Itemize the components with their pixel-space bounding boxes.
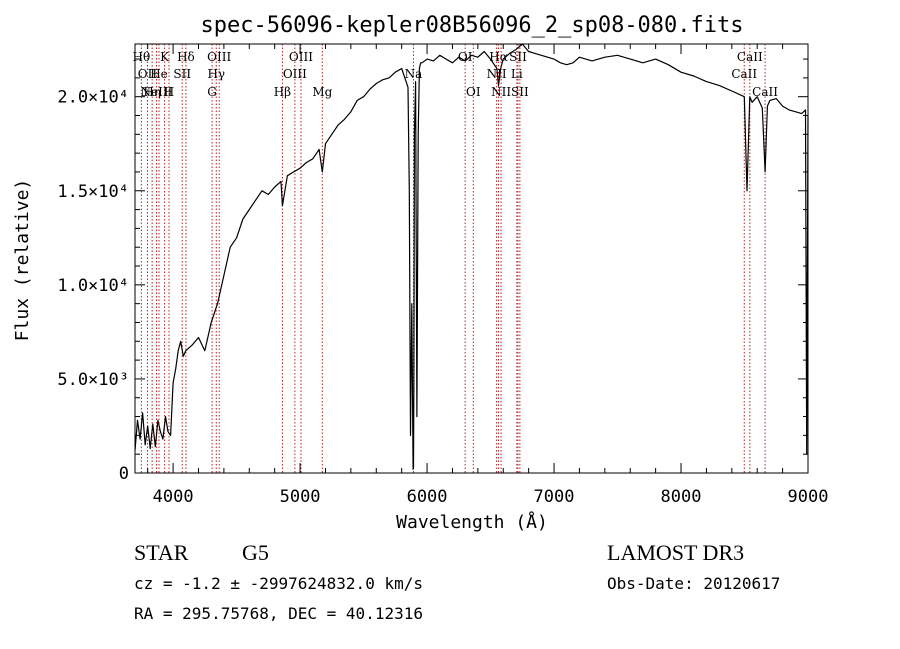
x-axis-label: Wavelength (Å) bbox=[396, 511, 548, 533]
x-tick-label-1: 5000 bbox=[280, 487, 321, 507]
object-class: STAR bbox=[134, 540, 189, 565]
marker-label-14: OIII bbox=[289, 50, 313, 64]
marker-label-9: G bbox=[207, 85, 217, 99]
y-tick-label-2: 1.0×10⁴ bbox=[57, 276, 129, 296]
marker-label-21: NII bbox=[491, 85, 511, 99]
x-tick-label-3: 7000 bbox=[534, 487, 575, 507]
marker-label-15: Mg bbox=[312, 85, 332, 99]
y-tick-label-4: 2.0×10⁴ bbox=[57, 88, 129, 108]
object-subclass: G5 bbox=[242, 540, 269, 565]
marker-label-8: Hδ bbox=[177, 50, 195, 64]
marker-label-13: OIII bbox=[283, 67, 307, 81]
y-tick-label-1: 5.0×10³ bbox=[57, 370, 129, 390]
marker-label-27: CaII bbox=[752, 85, 778, 99]
marker-label-24: SII bbox=[511, 85, 529, 99]
x-tick-label-4: 8000 bbox=[661, 487, 702, 507]
y-tick-label-0: 0 bbox=[119, 464, 129, 484]
x-tick-label-5: 9000 bbox=[788, 487, 829, 507]
line-markers bbox=[140, 44, 766, 473]
survey-name: LAMOST DR3 bbox=[607, 540, 744, 565]
marker-label-5: K bbox=[160, 50, 170, 64]
plot-frame bbox=[134, 43, 809, 474]
plot-axes bbox=[134, 43, 809, 474]
x-axis-ticks: 4000 5000 6000 7000 8000 9000 bbox=[147, 44, 829, 507]
obs-date-text: Obs-Date: 20120617 bbox=[607, 574, 780, 593]
y-axis-label: Flux (relative) bbox=[12, 179, 33, 342]
marker-label-0: Hθ bbox=[132, 50, 150, 64]
marker-label-12: Hβ bbox=[274, 85, 291, 99]
coordinates-text: RA = 295.75768, DEC = 40.12316 bbox=[134, 604, 423, 623]
marker-label-6: H bbox=[164, 85, 174, 99]
marker-label-16: Na bbox=[405, 67, 423, 81]
marker-label-4: He bbox=[150, 67, 168, 81]
x-tick-label-2: 6000 bbox=[407, 487, 448, 507]
chart-title: spec-56096-kepler08B56096_2_sp08-080.fit… bbox=[200, 13, 743, 38]
marker-label-18: OI bbox=[466, 85, 481, 99]
y-tick-label-3: 1.5×10⁴ bbox=[57, 182, 129, 202]
x-tick-label-0: 4000 bbox=[153, 487, 194, 507]
y-axis-ticks: 0 5.0×10³ 1.0×10⁴ 1.5×10⁴ 2.0×10⁴ bbox=[57, 58, 808, 484]
marker-label-3: NeIII bbox=[141, 85, 173, 99]
spectrum-series bbox=[134, 43, 809, 470]
marker-label-19: NII bbox=[487, 67, 507, 81]
marker-label-11: OIII bbox=[207, 50, 231, 64]
marker-label-23: SII bbox=[509, 50, 527, 64]
marker-label-22: Li bbox=[511, 67, 523, 81]
redshift-text: cz = -1.2 ± -2997624832.0 km/s bbox=[134, 574, 423, 593]
series-line-0 bbox=[134, 43, 809, 470]
marker-label-26: CaII bbox=[737, 50, 763, 64]
marker-label-25: CaII bbox=[731, 67, 757, 81]
marker-label-7: SII bbox=[173, 67, 191, 81]
marker-label-10: Hγ bbox=[207, 67, 225, 81]
marker-label-2: Hη bbox=[143, 85, 161, 99]
marker-label-1: OII bbox=[138, 67, 158, 81]
marker-label-17: OI bbox=[458, 50, 473, 64]
